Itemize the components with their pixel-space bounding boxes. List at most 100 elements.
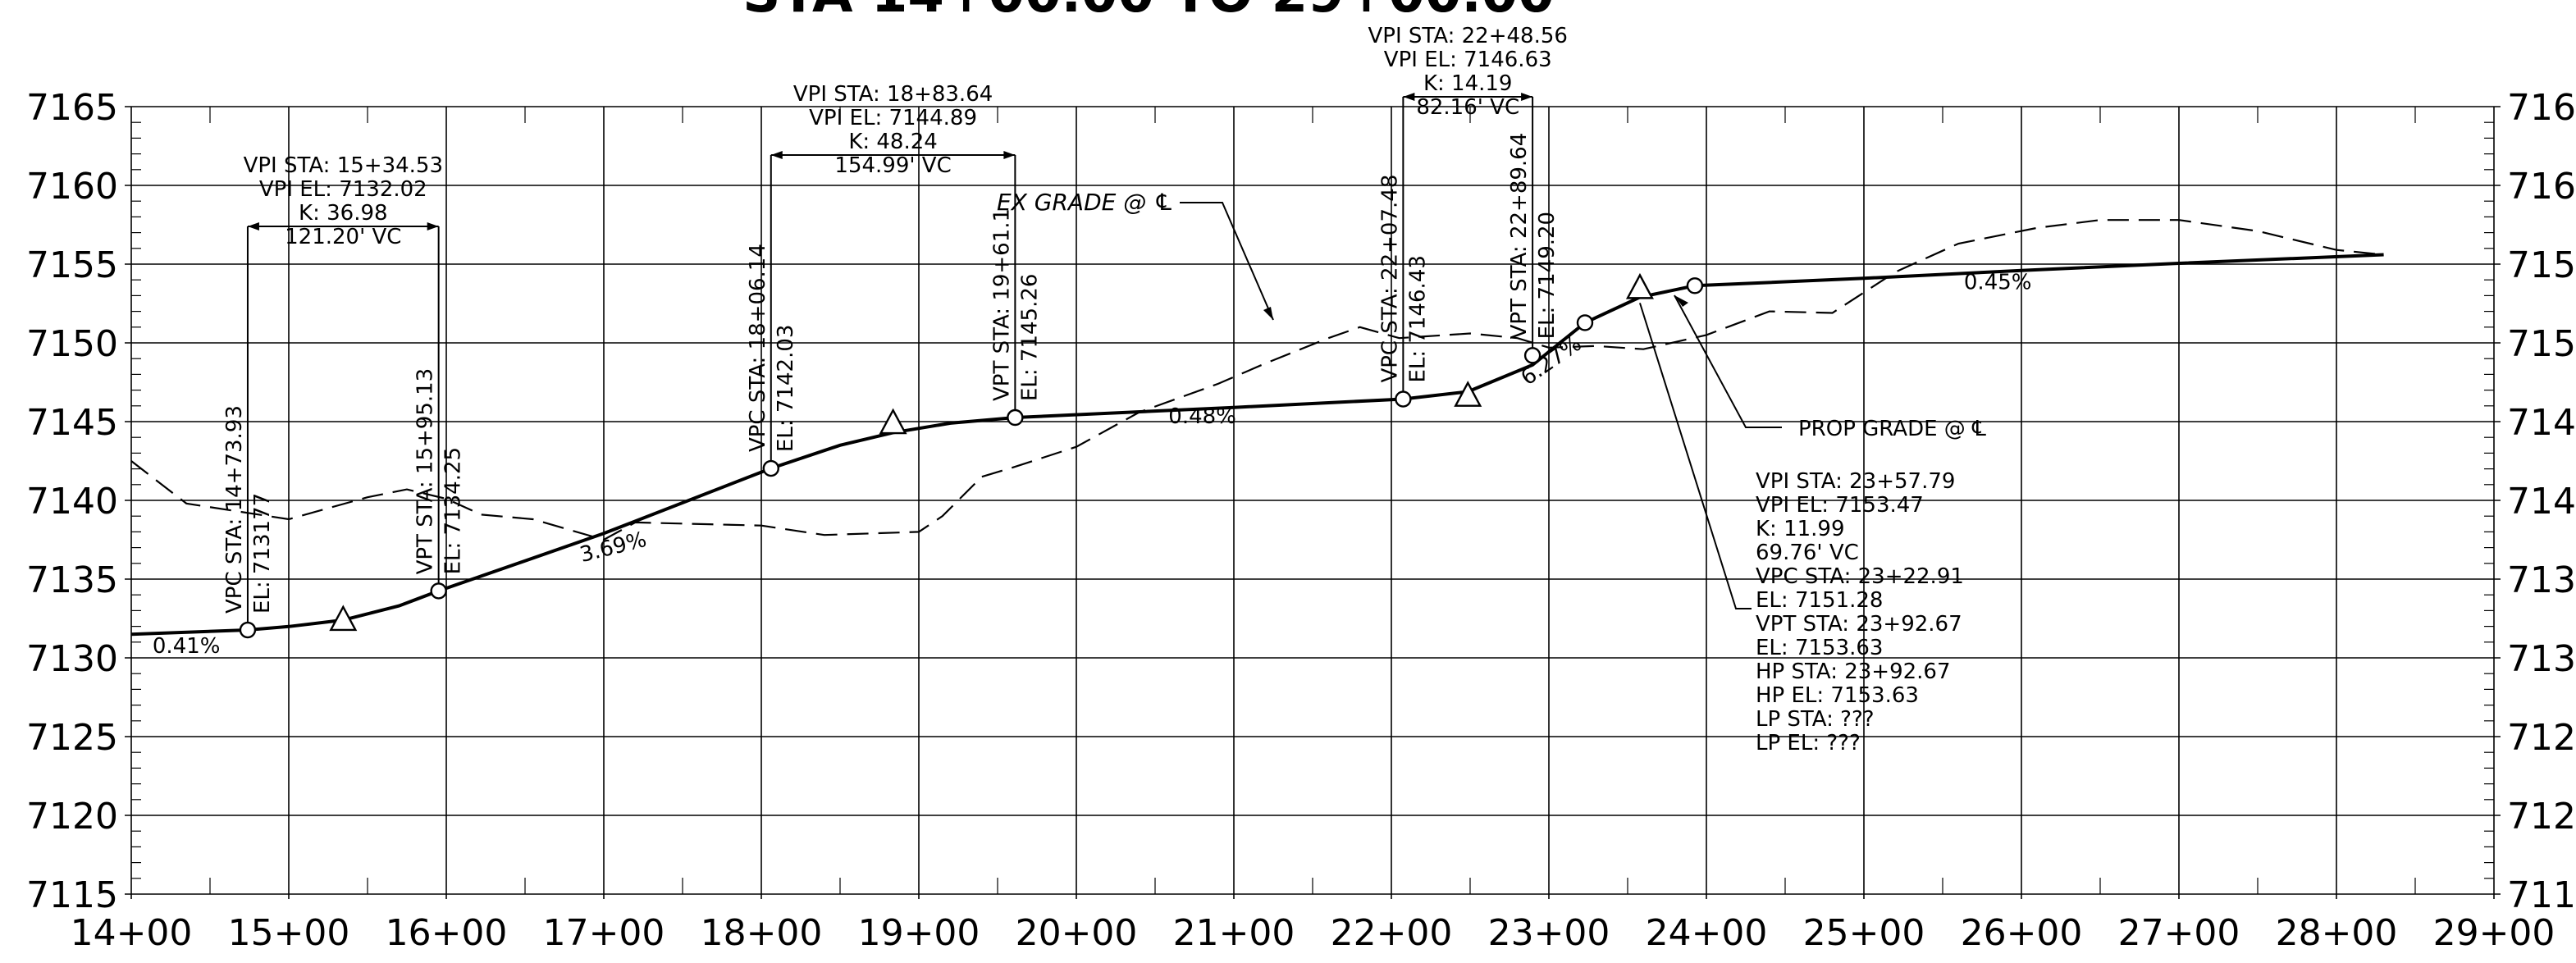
pvi-triangle-marker: [329, 605, 358, 632]
x-tick-label: 21+00: [1173, 912, 1295, 954]
grade-label: 0.48%: [1168, 404, 1236, 429]
y-tick-label-right: 716: [2507, 166, 2576, 208]
annotations: 0.41%3.69%0.48%6.27%0.45%VPI STA: 15+34.…: [153, 24, 2032, 755]
vc4-info-text: 69.76' VC: [1756, 541, 1859, 565]
curve-point-circle: [239, 621, 257, 639]
pvi-triangle-marker: [1454, 381, 1482, 407]
y-tick-label-right: 714: [2507, 402, 2576, 444]
y-tick-label-right: 713: [2507, 559, 2576, 601]
y-tick-label-left: 7165: [26, 87, 118, 129]
y-tick-label-left: 7125: [26, 717, 118, 759]
curve-point-circle: [1007, 408, 1024, 427]
vc4-info-text: VPI EL: 7153.47: [1756, 493, 1924, 518]
dimension-arrow: [770, 151, 783, 159]
y-tick-label-right: 711: [2507, 874, 2576, 916]
vc4-info-text: LP STA: ???: [1756, 707, 1875, 732]
vc-info-text: K: 36.98: [299, 201, 388, 226]
y-tick-label-right: 715: [2507, 323, 2576, 365]
vc4-info-text: EL: 7153.63: [1756, 636, 1883, 660]
vc4-info-text: VPI STA: 23+57.79: [1756, 469, 1955, 494]
x-tick-label: 27+00: [2118, 912, 2240, 954]
x-tick-label: 28+00: [2276, 912, 2398, 954]
y-tick-label-left: 7140: [26, 481, 118, 523]
y-tick-label-right: 713: [2507, 638, 2576, 680]
x-tick-label: 14+00: [71, 912, 193, 954]
curve-point-circle: [1686, 277, 1704, 294]
y-tick-label-left: 7130: [26, 638, 118, 680]
vc-info-text: K: 14.19: [1423, 71, 1513, 96]
vc4-info-text: EL: 7151.28: [1756, 588, 1883, 613]
grade-label: 0.45%: [1964, 271, 2032, 295]
curve-markers: [239, 272, 1704, 639]
vc4-info-text: HP STA: 23+92.67: [1756, 659, 1951, 684]
vpt-station-label: VPT STA: 15+95.13: [413, 368, 438, 575]
vc-info-text: VPI STA: 15+34.53: [244, 153, 443, 178]
y-tick-label-left: 7155: [26, 244, 118, 286]
vpt-elevation-label: EL: 7145.26: [1017, 274, 1042, 401]
vpc-station-label: VPC STA: 22+07.48: [1377, 175, 1402, 383]
vc-info-text: K: 48.24: [848, 130, 938, 154]
grade-label: 3.69%: [578, 527, 649, 568]
vpc-elevation-label: EL: 713177: [250, 493, 275, 614]
vc4-info-text: VPC STA: 23+22.91: [1756, 564, 1964, 589]
prop-grade-callout: PROP GRADE @ ℄: [1798, 417, 1986, 441]
curve-point-circle: [1395, 390, 1412, 408]
y-tick-label-left: 7120: [26, 796, 118, 837]
vc4-leader: [1639, 303, 1752, 609]
pvi-triangle-marker: [879, 408, 907, 435]
x-tick-label: 26+00: [1961, 912, 2083, 954]
x-tick-label: 19+00: [858, 912, 980, 954]
y-tick-label-right: 712: [2507, 717, 2576, 759]
x-tick-label: 17+00: [543, 912, 665, 954]
ex-grade-leader: [1180, 202, 1274, 321]
grade-label: 0.41%: [153, 634, 221, 659]
vpt-elevation-label: EL: 7134.25: [441, 447, 466, 574]
y-tick-label-left: 7115: [26, 874, 118, 916]
vc4-info-text: VPT STA: 23+92.67: [1756, 612, 1962, 637]
vpt-station-label: VPT STA: 22+89.64: [1507, 133, 1532, 340]
sheet-title: STA 14+00.00 TO 29+00.00: [742, 0, 1554, 25]
dimension-arrow: [427, 222, 439, 230]
y-tick-label-left: 7135: [26, 559, 118, 601]
y-tick-label-right: 716: [2507, 87, 2576, 129]
x-tick-label: 15+00: [228, 912, 350, 954]
y-tick-label-left: 7160: [26, 166, 118, 208]
vpc-station-label: VPC STA: 14+73.93: [222, 405, 247, 614]
vc-info-text: VPI EL: 7146.63: [1384, 48, 1552, 72]
y-tick-label-right: 714: [2507, 481, 2576, 523]
x-tick-label: 20+00: [1016, 912, 1138, 954]
x-tick-label: 18+00: [701, 912, 823, 954]
vpc-elevation-label: EL: 7142.03: [774, 325, 798, 452]
vpt-station-label: VPT STA: 19+61.1: [989, 208, 1014, 401]
vc-info-text: VPI EL: 7132.02: [259, 177, 427, 202]
vc-info-text: 121.20' VC: [285, 225, 401, 249]
vpc-elevation-label: EL: 7146.43: [1405, 255, 1430, 382]
vc4-info-text: HP EL: 7153.63: [1756, 683, 1919, 708]
existing-grade-line: [130, 219, 2384, 541]
y-tick-label-left: 7145: [26, 402, 118, 444]
x-tick-label: 29+00: [2433, 912, 2555, 954]
curve-point-circle: [430, 582, 447, 600]
x-tick-label: 23+00: [1488, 912, 1610, 954]
vc-info-text: VPI STA: 18+83.64: [793, 82, 993, 107]
vc-info-text: VPI STA: 22+48.56: [1368, 24, 1568, 48]
leader-arrow: [1263, 307, 1273, 320]
dimension-arrow: [247, 222, 259, 230]
x-tick-label: 25+00: [1803, 912, 1925, 954]
x-tick-label: 16+00: [386, 912, 508, 954]
axis-labels: 7115 711 7120 712 7125 712 7130 713 7135 713 7140 7…: [26, 87, 2576, 954]
dimension-arrow: [1521, 93, 1533, 101]
proposed-grade-line: [130, 253, 2384, 637]
vc4-info-text: K: 11.99: [1756, 517, 1845, 541]
vpt-elevation-label: EL: 7149.20: [1535, 212, 1560, 339]
vc-info-text: 154.99' VC: [834, 153, 951, 178]
ex-grade-callout: EX GRADE @ ℄: [997, 189, 1174, 216]
grid: [125, 106, 2501, 899]
x-tick-label: 24+00: [1646, 912, 1768, 954]
x-tick-label: 22+00: [1331, 912, 1453, 954]
dimension-arrow: [1003, 151, 1016, 159]
y-tick-label-right: 712: [2507, 796, 2576, 837]
pvi-triangle-marker: [1625, 272, 1654, 299]
vc-info-text: 82.16' VC: [1416, 95, 1519, 120]
